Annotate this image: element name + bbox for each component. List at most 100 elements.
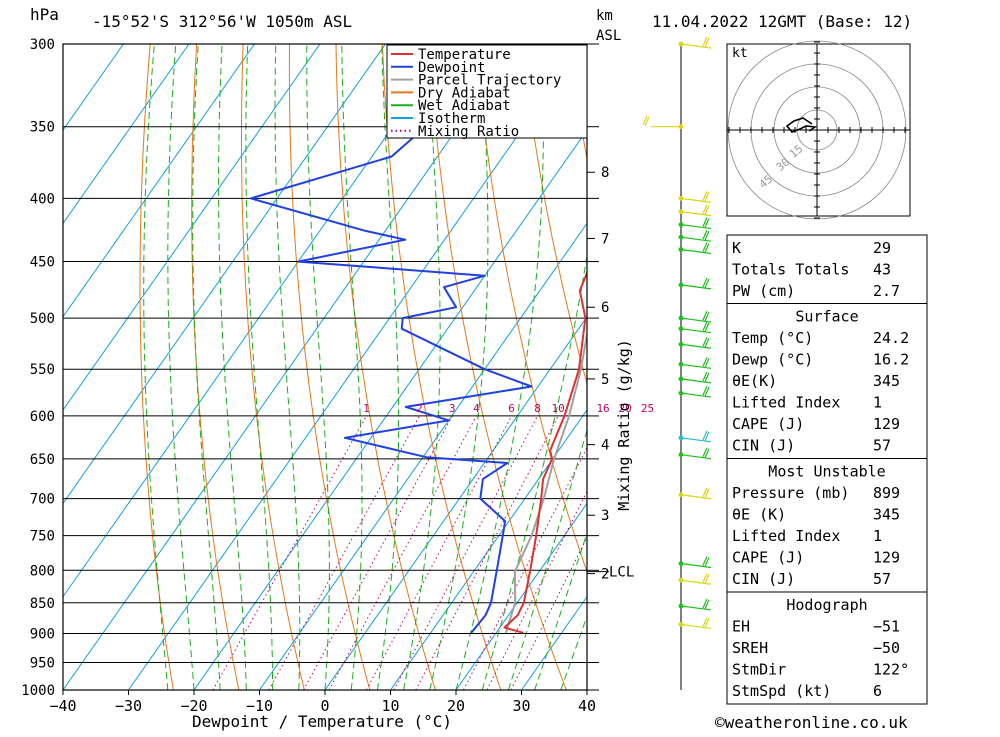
table-row-value: 29 — [873, 239, 891, 257]
dewpoint-profile — [249, 44, 533, 634]
isotherm-line — [259, 222, 587, 690]
x-axis-label: Dewpoint / Temperature (°C) — [192, 712, 452, 731]
table-row-label: StmSpd (kt) — [732, 682, 831, 700]
isotherm-line — [63, 44, 321, 411]
wet-adiabat-line — [507, 428, 587, 690]
wet-adiabat-line — [481, 253, 587, 690]
dry-adiabat-line — [986, 44, 1000, 690]
isotherm-line — [63, 44, 190, 225]
pressure-label: 800 — [30, 563, 55, 579]
copyright: ©weatheronline.co.uk — [715, 713, 908, 732]
isotherm-line — [128, 44, 583, 690]
x-tick-label: 20 — [447, 697, 465, 715]
isotherm-line — [455, 502, 587, 690]
wind-barb — [680, 229, 712, 242]
wind-barb — [680, 572, 712, 585]
wind-barb — [680, 36, 712, 49]
isotherm-line — [63, 44, 124, 131]
pressure-label: 700 — [30, 492, 55, 508]
mixing-ratio-label: 2 — [416, 402, 423, 415]
isotherm-line — [63, 44, 255, 318]
table-row-label: CAPE (J) — [732, 549, 804, 567]
legend-box — [386, 44, 588, 139]
wind-barb — [680, 204, 712, 217]
table-row-value: 43 — [873, 261, 891, 279]
km-tick-label: 5 — [601, 372, 609, 388]
mixing-ratio-axis-label: Mixing Ratio (g/kg) — [615, 339, 633, 511]
wind-barb — [642, 115, 681, 128]
wind-barb — [680, 487, 712, 500]
isotherm-line — [63, 44, 517, 690]
table-row-value: 2.7 — [873, 282, 900, 300]
wind-barb — [680, 430, 712, 443]
pressure-unit: hPa — [30, 5, 59, 24]
x-tick-label: 30 — [512, 697, 530, 715]
table-row-label: SREH — [732, 639, 768, 657]
mixing-ratio-line — [393, 415, 538, 690]
mixing-ratio-line — [212, 415, 367, 690]
table-row-value: 6 — [873, 682, 882, 700]
dry-adiabat-line — [940, 44, 1000, 690]
table-row-label: EH — [732, 618, 750, 636]
isotherm-line — [193, 129, 587, 690]
legend-label: Temperature — [418, 47, 511, 63]
legend-label: Wet Adiabat — [418, 98, 511, 114]
pressure-label: 550 — [30, 362, 55, 378]
dry-adiabat-line — [428, 44, 567, 690]
isotherm-line — [390, 409, 587, 690]
km-tick-label: 8 — [601, 165, 609, 181]
mixing-ratio-label: 10 — [552, 402, 565, 415]
km-tick-label: 7 — [601, 231, 609, 247]
pressure-label: 500 — [30, 311, 55, 327]
wet-adiabat-line — [455, 44, 544, 690]
table-row-value: 129 — [873, 549, 900, 567]
table-row-value: 345 — [873, 506, 900, 524]
wet-adiabat-line — [143, 44, 169, 690]
mixing-ratio-label: 3 — [449, 402, 456, 415]
x-tick-label: 40 — [578, 697, 596, 715]
table-row-label: K — [732, 239, 741, 257]
wind-barb — [680, 337, 712, 349]
mixing-ratio-label: 6 — [508, 402, 515, 415]
mixing-ratio-line — [510, 536, 587, 690]
dry-adiabat-line — [241, 44, 305, 690]
table-row-label: Temp (°C) — [732, 329, 813, 347]
mixing-ratio-label: 16 — [596, 402, 609, 415]
km-tick-label: 2 — [601, 567, 609, 583]
wind-barb — [680, 357, 712, 369]
wind-barb — [680, 310, 712, 323]
table-block — [726, 591, 928, 705]
x-tick-label: −10 — [246, 697, 273, 715]
wet-adiabat-line — [218, 44, 247, 690]
table-block-title: Most Unstable — [768, 463, 885, 481]
dry-adiabat-line — [474, 44, 587, 574]
mixing-ratio-label: 8 — [534, 402, 541, 415]
table-row-label: StmDir — [732, 661, 786, 679]
wet-adiabat-line — [274, 44, 301, 690]
wind-barb — [680, 447, 712, 460]
profiles — [249, 44, 587, 634]
wet-adiabat-line — [245, 44, 274, 690]
isotherm-line — [63, 44, 386, 505]
km-unit: km — [596, 8, 613, 24]
table-row-label: Dewp (°C) — [732, 351, 813, 369]
mixing-ratio-labels: 1 2 3 4 6 8 10 16 20 25 — [363, 402, 654, 415]
wind-barb — [680, 371, 712, 384]
mixing-ratio-label: 25 — [641, 402, 654, 415]
table-row-value: 122° — [873, 661, 909, 679]
dry-adiabat-line — [191, 44, 240, 690]
wind-barb — [680, 191, 712, 203]
isotherm-line — [63, 44, 452, 598]
table-block-title: Hodograph — [786, 596, 867, 614]
mixing-ratio-label: 4 — [473, 402, 480, 415]
table-row-value: 899 — [873, 484, 900, 502]
table-row-label: CIN (J) — [732, 570, 795, 588]
table-row-label: Pressure (mb) — [732, 484, 849, 502]
table-row-label: CAPE (J) — [732, 415, 804, 433]
mixing-ratio-line — [328, 415, 477, 690]
wind-barb — [680, 321, 712, 334]
table-row-value: −50 — [873, 639, 900, 657]
